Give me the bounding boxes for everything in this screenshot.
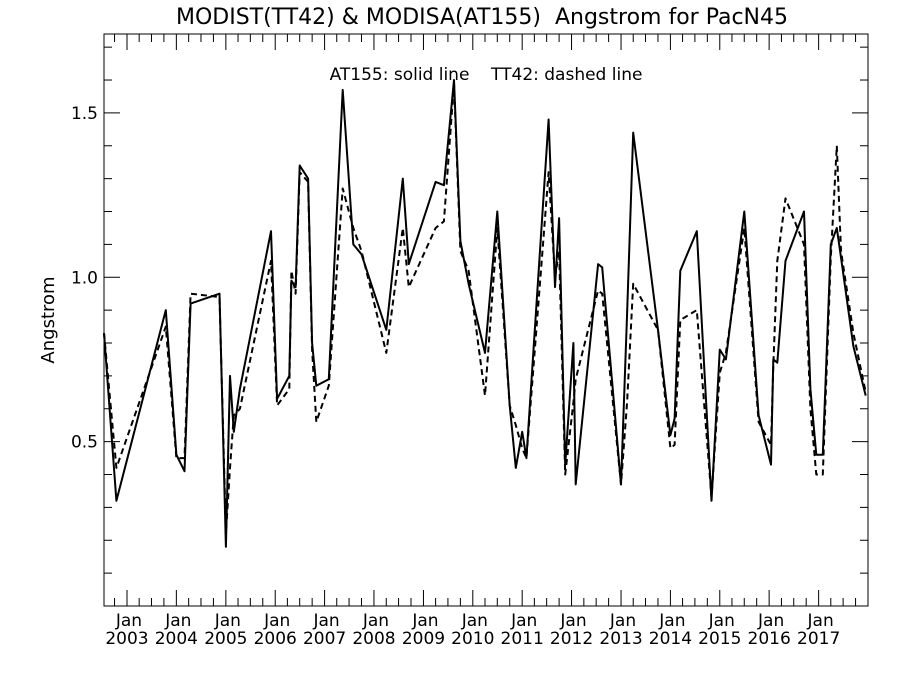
y-axis-label: Angstrom [38,276,59,363]
x-tick-month-label: Jan [658,611,685,631]
legend-annotation: AT155: solid line TT42: dashed line [330,65,643,85]
x-tick-year-label: 2012 [550,629,593,649]
x-tick-year-label: 2003 [105,629,148,649]
x-tick-month-label: Jan [263,611,290,631]
x-tick-year-label: 2005 [204,629,247,649]
plot-frame [103,33,869,607]
x-tick-month-label: Jan [757,611,784,631]
x-tick-year-label: 2010 [451,629,494,649]
x-tick-year-label: 2011 [501,629,544,649]
x-tick-month-label: Jan [362,611,389,631]
x-tick-month-label: Jan [510,611,537,631]
x-tick-year-label: 2015 [698,629,741,649]
y-tick-label: 0.5 [71,433,98,453]
x-tick-year-label: 2008 [352,629,395,649]
x-tick-year-label: 2006 [254,629,297,649]
axes: 0.51.01.5Jan2003Jan2004Jan2005Jan2006Jan… [71,34,868,649]
x-tick-month-label: Jan [214,611,241,631]
x-tick-year-label: 2007 [303,629,346,649]
series-line-tt42 [103,82,867,535]
x-tick-year-label: 2017 [797,629,840,649]
y-tick-label: 1.5 [71,104,98,124]
x-tick-month-label: Jan [708,611,735,631]
x-tick-month-label: Jan [164,611,191,631]
x-tick-month-label: Jan [609,611,636,631]
x-tick-year-label: 2009 [402,629,445,649]
x-tick-year-label: 2014 [649,629,692,649]
y-tick-label: 1.0 [71,268,98,288]
x-tick-year-label: 2013 [599,629,642,649]
x-tick-year-label: 2016 [748,629,791,649]
x-tick-month-label: Jan [559,611,586,631]
x-tick-month-label: Jan [807,611,834,631]
chart-title: MODIST(TT42) & MODISA(AT155) Angstrom fo… [176,5,788,30]
x-tick-month-label: Jan [312,611,339,631]
x-tick-year-label: 2004 [155,629,198,649]
series-layer [103,79,867,548]
x-tick-month-label: Jan [115,611,142,631]
x-tick-month-label: Jan [411,611,438,631]
x-tick-month-label: Jan [461,611,488,631]
